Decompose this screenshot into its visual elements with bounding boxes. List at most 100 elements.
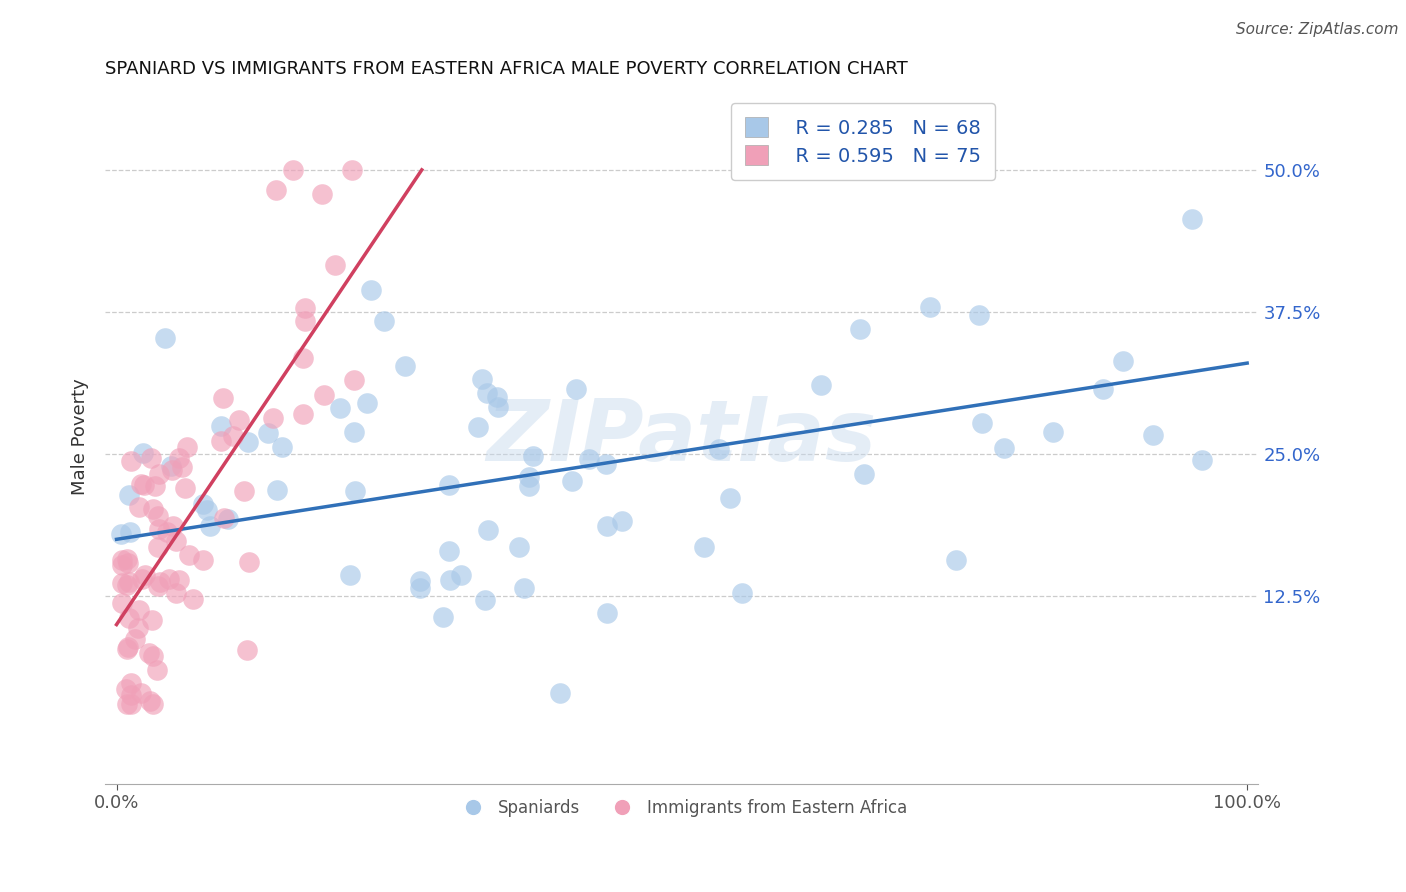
Point [142,648,165,663]
Point [141,450,163,465]
Point [1092,382,1115,396]
Point [437,544,460,558]
Point [222,429,245,443]
Point [548,686,571,700]
Point [191,553,214,567]
Point [212,391,235,405]
Point [146,540,169,554]
Point [146,664,169,678]
Point [131,572,153,586]
Point [209,434,232,448]
Point [142,697,165,711]
Point [339,568,361,582]
Point [111,576,134,591]
Point [508,540,530,554]
Point [143,479,166,493]
Point [329,401,352,415]
Point [409,582,432,596]
Point [266,483,288,498]
Point [111,558,134,572]
Point [146,509,169,524]
Point [115,681,138,696]
Point [692,540,714,554]
Point [343,483,366,498]
Point [340,162,363,177]
Point [945,553,967,567]
Point [115,697,138,711]
Point [167,573,190,587]
Legend: Spaniards, Immigrants from Eastern Africa: Spaniards, Immigrants from Eastern Afric… [450,793,914,824]
Point [522,449,544,463]
Point [281,162,304,177]
Point [561,474,583,488]
Point [486,400,509,414]
Point [174,481,197,495]
Point [162,518,184,533]
Point [138,646,160,660]
Point [1142,427,1164,442]
Point [124,632,146,646]
Point [970,416,993,430]
Point [292,407,315,421]
Point [159,459,181,474]
Point [565,382,588,396]
Point [612,514,634,528]
Point [517,479,540,493]
Point [432,610,454,624]
Text: SPANIARD VS IMMIGRANTS FROM EASTERN AFRICA MALE POVERTY CORRELATION CHART: SPANIARD VS IMMIGRANTS FROM EASTERN AFRI… [105,60,908,78]
Point [128,500,150,514]
Point [731,586,754,600]
Point [477,523,499,537]
Point [156,525,179,540]
Point [264,183,287,197]
Point [228,413,250,427]
Point [148,575,170,590]
Point [120,525,142,540]
Point [193,497,215,511]
Point [475,386,498,401]
Point [132,446,155,460]
Point [160,463,183,477]
Point [271,440,294,454]
Point [141,613,163,627]
Point [849,321,872,335]
Point [155,331,177,345]
Point [120,689,142,703]
Point [1181,211,1204,226]
Point [408,574,430,588]
Point [120,454,142,468]
Point [257,426,280,441]
Point [139,694,162,708]
Point [993,441,1015,455]
Point [1042,425,1064,440]
Point [127,621,149,635]
Text: ZIPatlas: ZIPatlas [486,395,877,478]
Point [437,478,460,492]
Point [115,577,138,591]
Point [236,643,259,657]
Point [166,586,188,600]
Point [169,450,191,465]
Point [118,488,141,502]
Point [134,568,156,582]
Point [343,373,366,387]
Point [217,512,239,526]
Point [373,314,395,328]
Point [195,503,218,517]
Point [209,419,232,434]
Point [595,457,617,471]
Point [810,378,832,392]
Point [148,467,170,481]
Point [115,552,138,566]
Point [148,523,170,537]
Point [356,395,378,409]
Point [131,476,153,491]
Point [1191,453,1213,467]
Point [707,442,730,456]
Point [517,470,540,484]
Point [233,483,256,498]
Point [513,581,536,595]
Point [323,258,346,272]
Point [596,519,619,533]
Point [718,491,741,505]
